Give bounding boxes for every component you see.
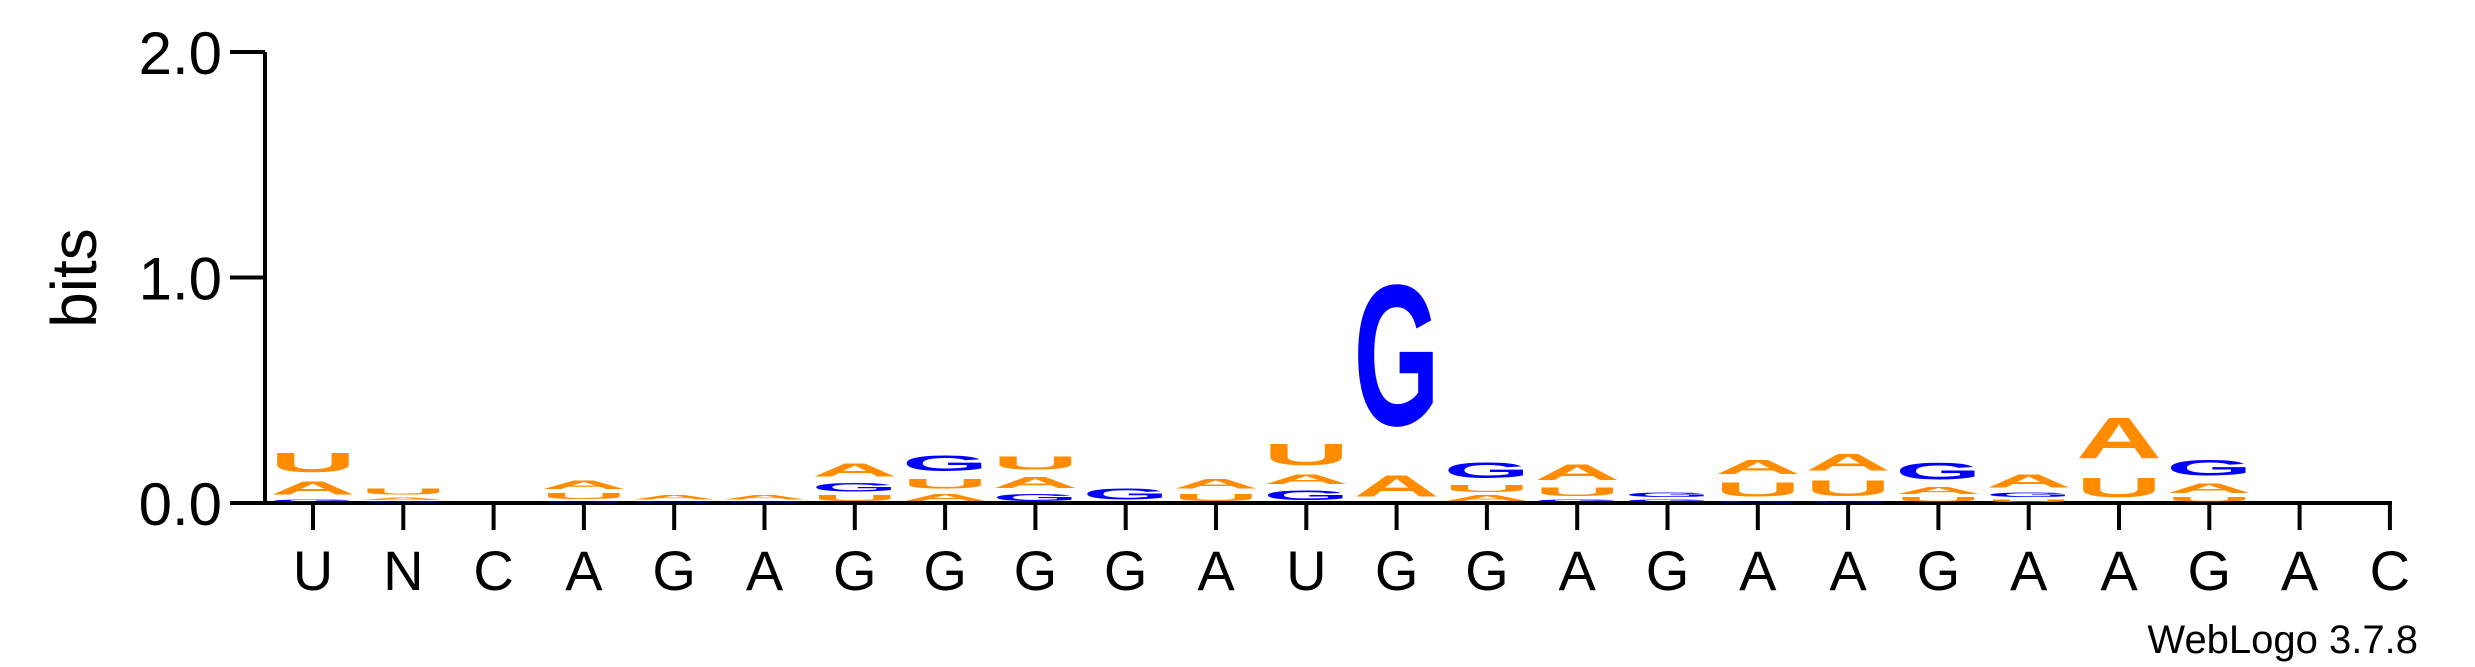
y-ticks: 0.0 1.0 2.0	[139, 20, 265, 538]
logo-letter-u: U	[1534, 485, 1620, 499]
position-label: G	[1375, 539, 1419, 602]
logo-letter-g: G	[1895, 458, 1981, 485]
logo-letter-a: A	[631, 494, 717, 501]
position-label: A	[2010, 539, 2048, 602]
logo-letter-a: A	[1173, 476, 1259, 492]
logo-letter-a: A	[1534, 460, 1620, 485]
logo-letter-a: A	[541, 478, 627, 492]
position-label: A	[1197, 539, 1235, 602]
logo-letter-a: A	[812, 460, 898, 480]
position-label: G	[1917, 539, 1961, 602]
position-label: A	[1739, 539, 1777, 602]
logo-letter-a: A	[1986, 472, 2072, 492]
logo-letter-g: G	[1715, 501, 1801, 503]
logo-letter-g: G	[1805, 501, 1891, 503]
position-label: N	[383, 539, 423, 602]
position-label: A	[565, 539, 603, 602]
logo-letter-u: U	[1986, 498, 2072, 502]
logo-letter-g: G	[722, 501, 808, 503]
position-label: A	[1829, 539, 1867, 602]
logo-letter-a: A	[992, 474, 1078, 492]
logo-letter-u: U	[1805, 476, 1891, 501]
position-label: C	[473, 539, 513, 602]
logo-letter-g: G	[1986, 492, 2072, 499]
logo-letter-u: U	[2076, 472, 2162, 503]
logo-letter-a: A	[1895, 485, 1981, 496]
logo-letter-g: G	[1354, 244, 1440, 468]
logo-letter-g: G	[1444, 458, 1530, 483]
logo-letter-u: U	[541, 492, 627, 501]
logo-letter-g: G	[2166, 456, 2252, 481]
position-label: G	[923, 539, 967, 602]
logo-letter-u: U	[992, 454, 1078, 474]
logo-letter-a: A	[2166, 480, 2252, 496]
logo-letter-g: G	[1534, 498, 1620, 503]
position-label: G	[1014, 539, 1058, 602]
logo-letter-a: A	[1263, 471, 1349, 487]
logo-letter-g: G	[631, 501, 717, 503]
logo-letter-u: U	[270, 447, 356, 478]
logo-letter-g: G	[812, 480, 898, 494]
position-label: G	[652, 539, 696, 602]
y-tick-label: 2.0	[139, 20, 222, 87]
logo-letter-a: A	[1805, 449, 1891, 476]
logo-letter-a: A	[1444, 494, 1530, 503]
logo-letter-u: U	[2166, 496, 2252, 503]
position-label: A	[2281, 539, 2319, 602]
logo-letter-g: G	[1083, 485, 1169, 503]
logo-letter-u: U	[1895, 496, 1981, 503]
logo-letter-a: A	[1715, 456, 1801, 478]
logo-letter-u: U	[1263, 438, 1349, 472]
logo-letter-a: A	[270, 478, 356, 498]
logo-letter-a: A	[2076, 406, 2162, 471]
position-label: A	[2100, 539, 2138, 602]
logo-letter-u: U	[360, 487, 446, 496]
logo-letter-g: G	[1625, 498, 1711, 503]
position-label: G	[833, 539, 877, 602]
y-tick-label: 0.0	[139, 471, 222, 538]
position-label: G	[1465, 539, 1509, 602]
position-label: C	[2370, 539, 2410, 602]
logo-letter-u: U	[1444, 483, 1530, 494]
position-label: G	[2188, 539, 2232, 602]
weblogo-credit: WebLogo 3.7.8	[2147, 618, 2418, 662]
position-label: A	[1559, 539, 1597, 602]
logo-letter-a: A	[360, 496, 446, 500]
logo-letter-g: G	[270, 498, 356, 503]
logo-letter-g: G	[992, 492, 1078, 503]
logo-letter-g: G	[360, 501, 446, 503]
logo-letter-u: U	[902, 476, 988, 492]
logo-letter-a: A	[902, 492, 988, 503]
position-label: U	[293, 539, 333, 602]
y-axis-title: bits	[38, 228, 110, 328]
logo-letter-g: G	[1263, 487, 1349, 503]
position-label: A	[746, 539, 784, 602]
logo-letter-u: U	[812, 494, 898, 503]
logo-letter-u: U	[1715, 478, 1801, 500]
logo-letter-u: U	[1173, 492, 1259, 503]
position-label: G	[1646, 539, 1690, 602]
logo-letter-g: G	[902, 451, 988, 476]
logo-letter-g: G	[1625, 492, 1711, 499]
position-label: G	[1104, 539, 1148, 602]
position-label: U	[1286, 539, 1326, 602]
logo-letter-a: A	[721, 494, 807, 501]
logo-letter-a: A	[1354, 469, 1440, 503]
y-tick-label: 1.0	[139, 246, 222, 313]
logo-letter-g: G	[541, 501, 627, 503]
